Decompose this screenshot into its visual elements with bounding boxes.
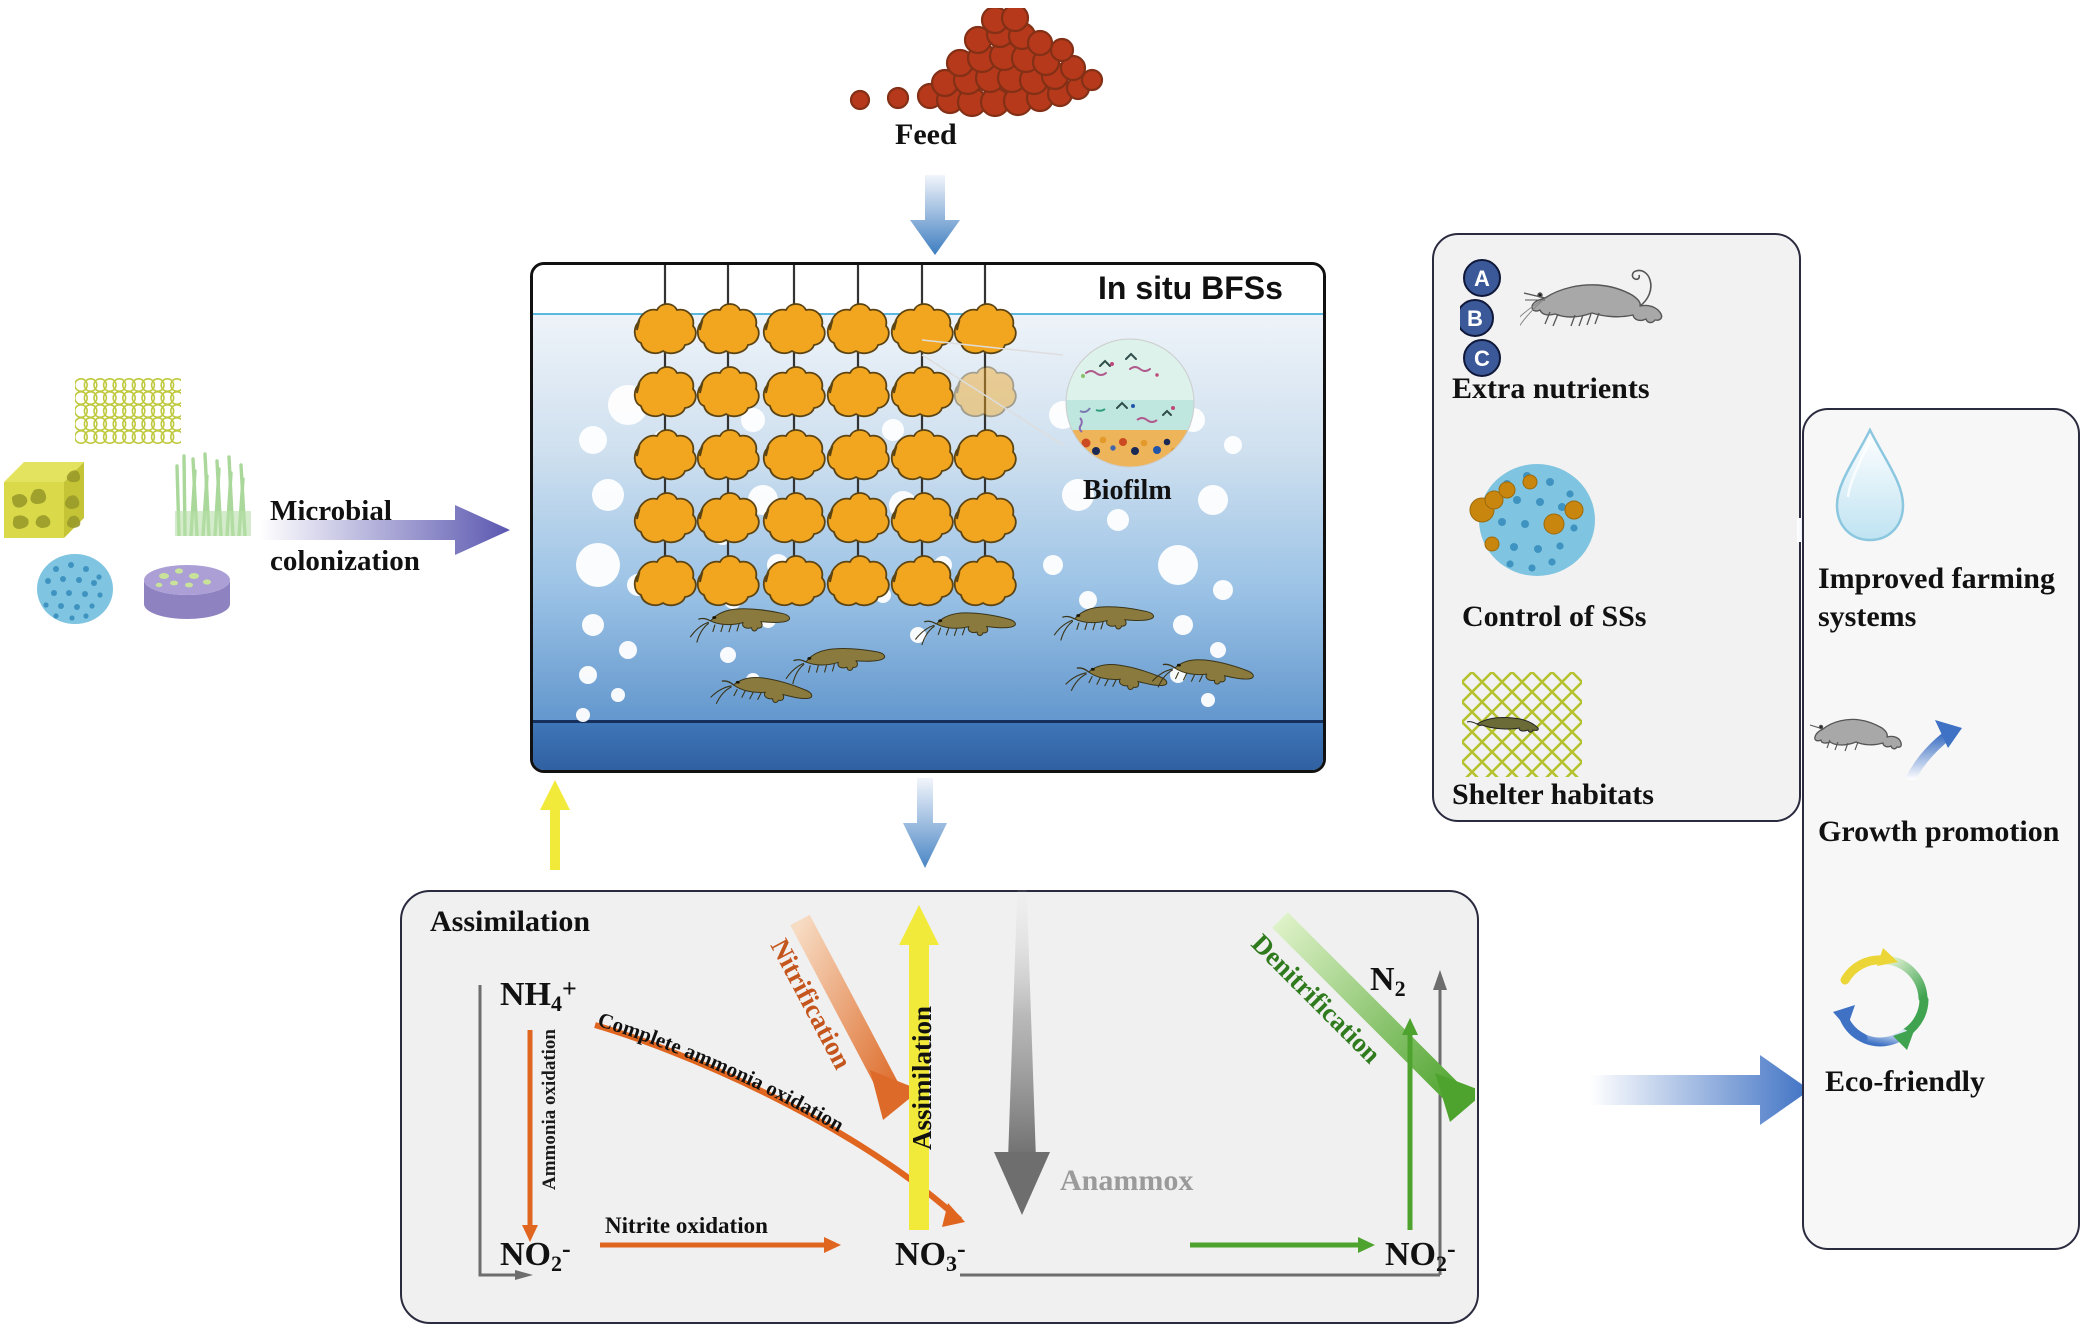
svg-text:N2: N2 [1370, 961, 1406, 1001]
svg-text:Anammox: Anammox [1060, 1164, 1193, 1197]
svg-text:Assimilation: Assimilation [907, 1006, 937, 1150]
svg-text:NH4+: NH4+ [500, 974, 577, 1016]
svg-text:C: C [1474, 346, 1490, 371]
svg-text:Ammonia oxidation: Ammonia oxidation [539, 1029, 560, 1190]
svg-text:NO2-: NO2- [500, 1234, 571, 1276]
svg-text:NO3-: NO3- [895, 1234, 966, 1276]
svg-text:Nitrite oxidation: Nitrite oxidation [605, 1213, 768, 1238]
svg-text:A: A [1474, 266, 1490, 291]
svg-text:B: B [1467, 306, 1483, 331]
svg-text:NO2-: NO2- [1385, 1234, 1456, 1276]
